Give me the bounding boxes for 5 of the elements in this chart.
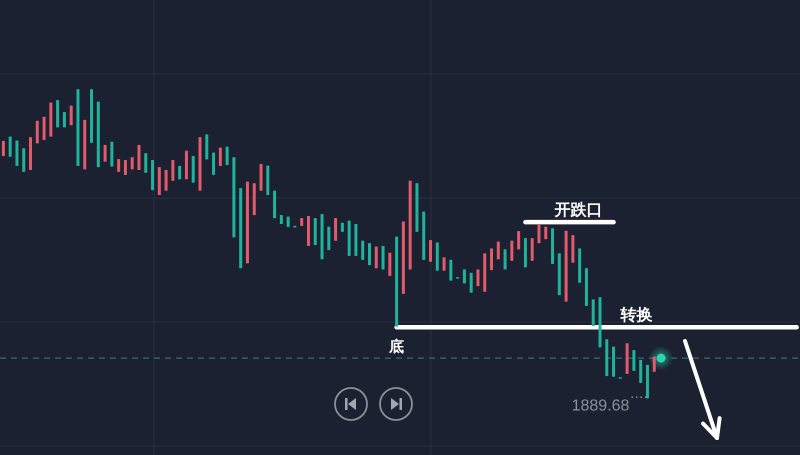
series-label: 开跌口	[553, 201, 602, 220]
series-label: 转换	[620, 306, 653, 324]
annotation: 底	[388, 338, 404, 356]
annotation: 1889.68	[572, 397, 630, 414]
annotation: 1889.68	[572, 396, 646, 414]
